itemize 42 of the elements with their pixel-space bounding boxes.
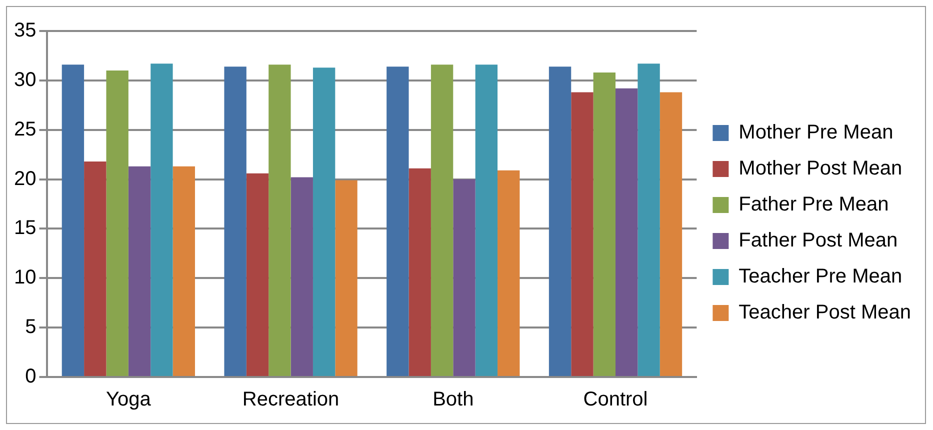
legend-label: Mother Pre Mean	[738, 122, 894, 144]
y-tick-label: 20	[14, 168, 36, 190]
bar	[62, 64, 84, 376]
bar	[616, 88, 638, 376]
legend-label: Mother Post Mean	[738, 158, 902, 180]
bar	[660, 92, 682, 376]
bar	[593, 72, 616, 376]
legend-label: Father Pre Mean	[738, 194, 889, 216]
legend-label: Teacher Pre Mean	[738, 266, 902, 288]
bar	[548, 66, 572, 376]
bar	[150, 64, 173, 376]
bar	[430, 64, 454, 376]
bar	[268, 64, 291, 376]
y-tick-label: 30	[14, 68, 36, 91]
bar	[498, 170, 520, 376]
bar	[106, 70, 128, 376]
bar	[571, 92, 594, 376]
y-tick-label: 5	[25, 316, 36, 338]
y-tick-label: 35	[14, 20, 36, 42]
x-tick-label: Recreation	[242, 388, 340, 411]
bar	[386, 66, 409, 376]
y-tick-label: 25	[14, 118, 36, 140]
bar	[408, 168, 431, 376]
x-tick-label: Both	[432, 388, 474, 411]
y-tick-label: 15	[14, 217, 36, 240]
x-tick-label: Yoga	[106, 388, 152, 411]
legend-label: Teacher Post Mean	[738, 302, 912, 324]
bar	[84, 161, 106, 376]
bar	[128, 166, 151, 376]
y-tick-label: 0	[25, 366, 36, 388]
bar	[638, 64, 660, 376]
bar	[224, 66, 246, 376]
x-tick-label: Control	[583, 388, 648, 411]
bar	[172, 166, 195, 376]
legend-label: Father Post Mean	[738, 230, 898, 252]
y-tick-label: 10	[14, 266, 36, 289]
bar	[475, 64, 498, 376]
bar	[453, 179, 476, 376]
bar	[335, 180, 358, 376]
bar	[290, 177, 313, 376]
bar	[246, 173, 269, 376]
bar	[312, 68, 336, 376]
